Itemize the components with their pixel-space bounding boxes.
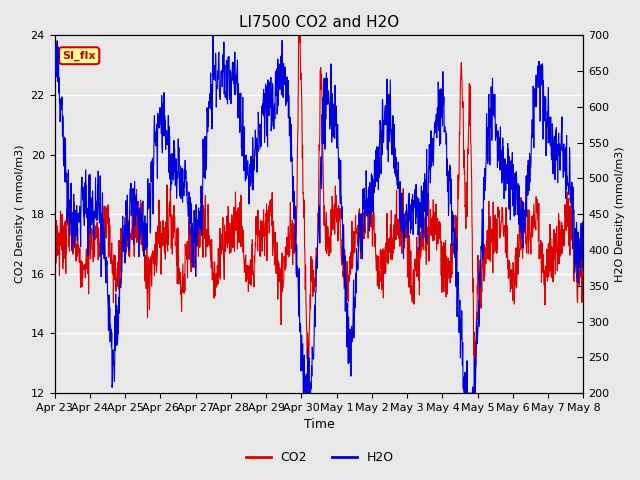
Y-axis label: CO2 Density ( mmol/m3): CO2 Density ( mmol/m3) [15,145,25,284]
Legend: CO2, H2O: CO2, H2O [241,446,399,469]
Text: SI_flx: SI_flx [63,50,96,61]
Title: LI7500 CO2 and H2O: LI7500 CO2 and H2O [239,15,399,30]
X-axis label: Time: Time [303,419,334,432]
Y-axis label: H2O Density (mmol/m3): H2O Density (mmol/m3) [615,146,625,282]
